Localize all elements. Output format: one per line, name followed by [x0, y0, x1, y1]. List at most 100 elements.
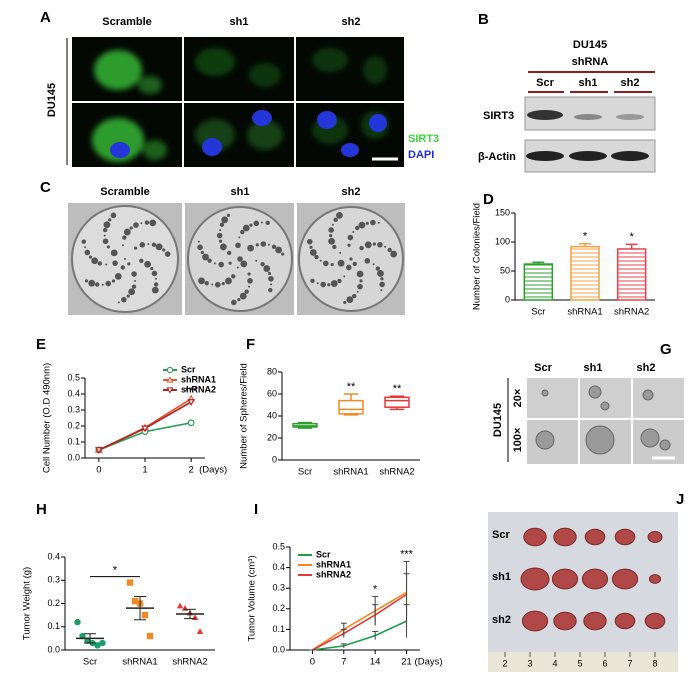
colony	[330, 262, 334, 267]
marker	[187, 419, 195, 427]
marker	[74, 618, 81, 626]
row-label: DU145	[46, 83, 58, 117]
y-tick-label: 0.4	[272, 562, 285, 572]
colony	[97, 261, 103, 266]
tumor	[647, 531, 663, 543]
colony	[270, 283, 273, 286]
ruler-number: 7	[627, 658, 632, 668]
colony	[139, 242, 146, 248]
colony	[323, 260, 329, 267]
stain-label: SIRT3	[408, 133, 439, 145]
colony	[198, 277, 205, 285]
colony	[207, 258, 212, 263]
colony	[255, 243, 259, 247]
colony	[339, 251, 342, 254]
ruler-number: 3	[527, 658, 532, 668]
colony	[120, 265, 125, 270]
colony	[337, 259, 345, 267]
column-label: Scr	[534, 362, 552, 374]
colony	[128, 288, 136, 296]
column-label: Scramble	[102, 16, 152, 28]
row-label: sh2	[492, 614, 511, 626]
marker	[141, 425, 149, 433]
group-label: shRNA	[572, 56, 609, 68]
colony	[219, 229, 222, 232]
annotation: *	[630, 231, 635, 243]
column-label: sh1	[230, 16, 249, 28]
colony	[345, 264, 352, 271]
panel-letter: J	[676, 491, 684, 508]
colony	[372, 263, 375, 266]
row-label: sh1	[492, 571, 511, 583]
ruler	[488, 652, 678, 672]
column-label: sh1	[231, 186, 250, 198]
colony	[319, 259, 322, 262]
tumor	[553, 611, 577, 631]
colony	[151, 270, 158, 277]
panel-b: B DU145 shRNA Scr sh1 sh2 SIRT3 β-Actin	[478, 11, 656, 173]
colony	[244, 289, 249, 294]
panel-letter: H	[36, 501, 47, 518]
colony	[263, 265, 271, 272]
x-tick-label: 7	[341, 657, 346, 668]
colony	[346, 296, 354, 304]
panel-j: J Scr sh1 sh2	[488, 491, 684, 672]
y-tick-label: 0.2	[67, 420, 80, 430]
colony	[242, 224, 250, 232]
x-tick-label: shRNA1	[122, 657, 157, 668]
colony	[267, 243, 270, 246]
colony	[123, 228, 131, 236]
colony	[349, 257, 353, 261]
colony	[247, 244, 254, 252]
marker	[176, 602, 184, 609]
colony	[197, 244, 203, 251]
marker	[95, 447, 103, 455]
box	[338, 399, 364, 415]
tumors	[520, 527, 666, 632]
series-line	[312, 593, 407, 651]
colony	[111, 279, 116, 283]
colony	[352, 231, 355, 234]
colony	[352, 293, 357, 299]
y-tick-label: 80	[267, 366, 277, 376]
colony	[103, 234, 106, 237]
tumor	[521, 610, 549, 632]
column-label: Scramble	[100, 186, 150, 198]
colony	[221, 216, 229, 224]
colony	[357, 283, 363, 290]
ruler-number: 6	[602, 658, 607, 668]
colony	[153, 282, 159, 287]
colony	[384, 245, 387, 248]
y-tick-label: 20	[267, 432, 277, 442]
colony	[347, 234, 354, 241]
colony	[84, 246, 87, 249]
colony	[355, 225, 360, 231]
annotation: *	[373, 583, 378, 595]
tumor	[584, 528, 606, 546]
colony	[149, 219, 157, 227]
colony	[352, 261, 357, 267]
tumor	[553, 527, 577, 547]
bar	[523, 263, 554, 301]
marker	[166, 376, 174, 383]
colony	[117, 301, 120, 304]
band	[616, 114, 644, 120]
panel-letter: C	[40, 179, 51, 196]
tumor	[551, 568, 579, 590]
band	[611, 151, 649, 161]
marker	[196, 628, 204, 634]
tumor	[520, 567, 550, 591]
colony	[336, 211, 343, 219]
colony	[84, 249, 91, 256]
x-tick-label: Scr	[83, 657, 97, 668]
annotation: **	[347, 381, 356, 393]
colony	[105, 263, 108, 266]
colony	[202, 253, 209, 261]
marker	[187, 399, 195, 407]
colony	[133, 222, 139, 228]
colony	[102, 238, 109, 245]
micrograph	[296, 37, 404, 101]
series-line	[312, 620, 407, 651]
panel-letter: F	[246, 336, 255, 353]
colony	[216, 232, 223, 239]
